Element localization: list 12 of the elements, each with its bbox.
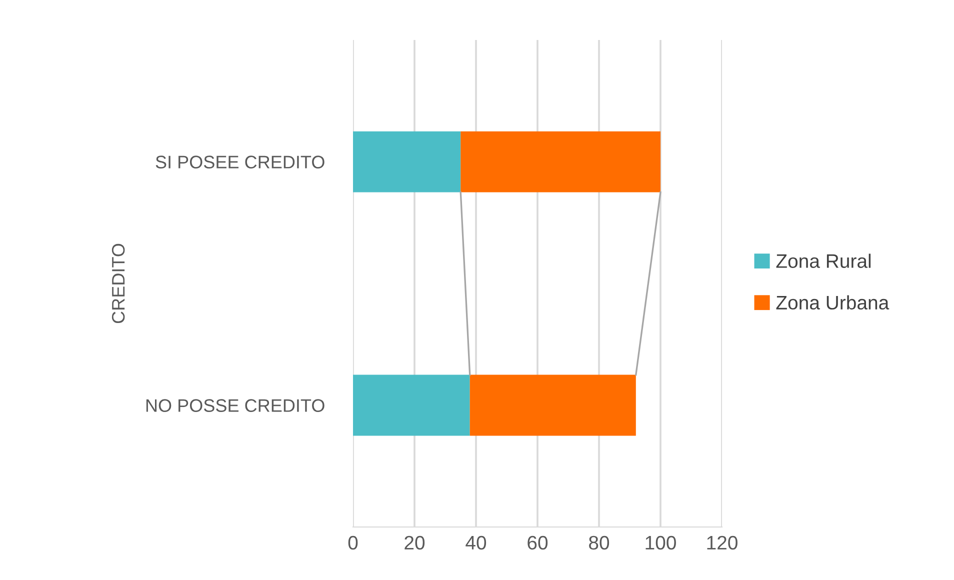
x-tick-label: 60	[528, 536, 548, 550]
x-tick-label: 40	[466, 536, 486, 550]
y-tick-label: NO POSSE CREDITO	[146, 399, 324, 412]
y-tick-label: SI POSEE CREDITO	[156, 156, 324, 168]
x-tick-label: 100	[646, 536, 676, 550]
y-axis-title: CREDITO	[112, 244, 125, 324]
legend-label: Zona Rural	[776, 254, 871, 268]
x-tick-label: 120	[707, 536, 738, 550]
x-tick-label: 0	[348, 536, 358, 550]
x-tick-label: 80	[589, 536, 610, 550]
x-tick-label: 20	[404, 536, 425, 550]
legend-label: Zona Urbana	[776, 295, 890, 310]
